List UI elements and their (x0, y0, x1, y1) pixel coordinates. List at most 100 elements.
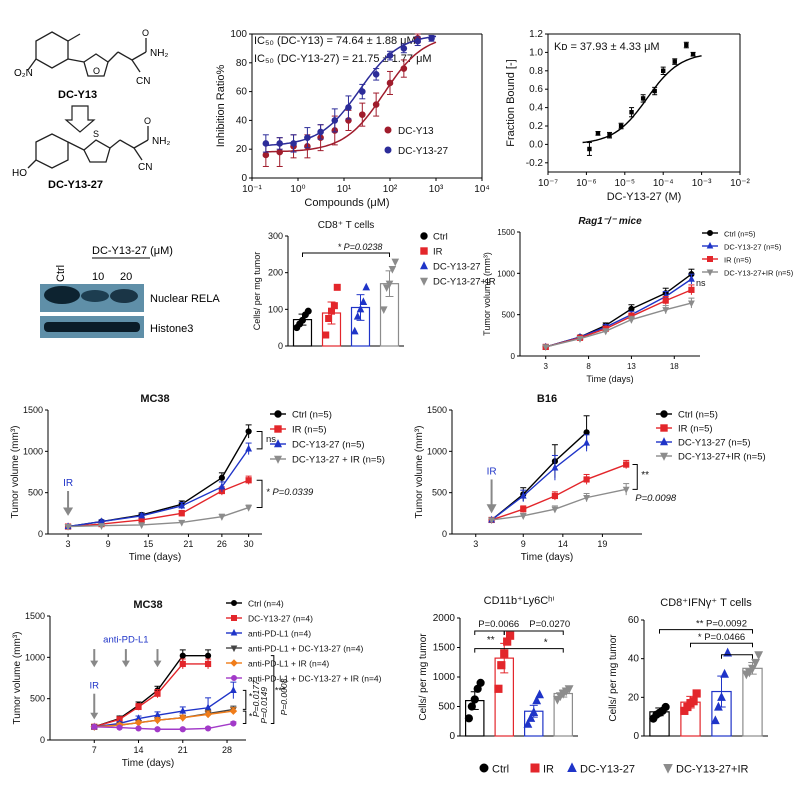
data-point (372, 71, 380, 78)
data-point (754, 651, 764, 661)
legend-label: DC-Y13-27+IR (n=5) (678, 452, 766, 463)
data-point (494, 684, 503, 693)
chem-y1327-carbonyl-o: O (144, 116, 151, 126)
data-point (542, 344, 550, 352)
y-tick-label: 1000 (433, 672, 456, 683)
y-tick-label: 60 (628, 615, 640, 626)
chart-kd: -0.2 0.0 0.2 0.4 0.6 0.8 1.0 1.2 10⁻⁷ 10⁻⁶ 10⁻⁵ 10⁻… (505, 29, 751, 203)
x-tick-label: 10⁻⁶ (576, 178, 597, 189)
data-point (400, 45, 408, 52)
legend-label: DC-Y13-27 (n=4) (248, 614, 313, 624)
significance-label: * P=0.0339 (266, 487, 314, 498)
data-point (497, 661, 506, 670)
arrow-label: anti-PD-L1 (103, 634, 148, 645)
bottom-legend: Ctrl IR DC-Y13-27 DC-Y13-27+IR (479, 762, 749, 776)
bond (67, 58, 85, 63)
series-line (67, 448, 250, 528)
data-point (583, 495, 590, 502)
data-point (488, 517, 495, 525)
data-point (154, 726, 161, 733)
data-point (464, 714, 473, 723)
x-tick-label: 8 (586, 362, 591, 371)
y-tick-label: 500 (432, 488, 447, 498)
chem-name-dc-y13: DC-Y13 (58, 89, 97, 101)
series-0 (488, 415, 590, 524)
data-point (384, 126, 392, 134)
significance-label: * P=0.0238 (338, 242, 383, 252)
data-point (723, 647, 733, 657)
treatment-arrow-head (90, 660, 99, 668)
data-point (299, 316, 306, 324)
data-point (204, 703, 212, 711)
legend-label: DC-Y13-27 (n=5) (678, 438, 751, 449)
chart-title: CD11b⁺Ly6Cʰⁱ (484, 595, 555, 607)
x-tick-label: 9 (106, 539, 111, 549)
x-tick-label: 10³ (429, 184, 444, 195)
data-point (98, 523, 105, 530)
legend-label: DC-Y13-27 (398, 146, 448, 157)
x-tick-label: 10⁻⁷ (538, 178, 558, 189)
y-tick-label: 0 (38, 529, 43, 539)
x-axis-label: Time (days) (122, 758, 174, 769)
x-tick-label: 26 (217, 539, 227, 549)
legend-label: Ctrl (492, 764, 509, 776)
x-tick-label: 10² (383, 184, 398, 195)
chem-panel (27, 31, 147, 77)
y-tick-label: 1000 (23, 446, 43, 456)
chem-name-dc-y13-27: DC-Y13-27 (48, 179, 103, 191)
double-bond (119, 139, 135, 149)
data-point (748, 664, 757, 674)
data-point (661, 68, 666, 73)
legend-label: Ctrl (n=5) (292, 410, 332, 421)
legend-label: DC-Y13-27 (433, 262, 481, 273)
data-point (652, 88, 657, 94)
series-0 (542, 268, 695, 351)
y-tick-label: 20 (236, 144, 248, 155)
significance-label: ns (696, 278, 706, 288)
data-point (231, 675, 237, 681)
series-3 (488, 483, 630, 525)
data-point (154, 690, 161, 697)
data-point (629, 110, 634, 115)
y-tick-label: 0 (442, 529, 447, 539)
legend-label: anti-PD-L1 + DC-Y13-27 (n=4) (248, 644, 363, 654)
chart-title: MC38 (133, 599, 162, 611)
chem-y1327-sub-nh2: NH₂ (152, 136, 170, 147)
data-point (135, 703, 142, 711)
significance-label: * (249, 691, 253, 701)
y-tick-label: 1000 (427, 446, 447, 456)
y-tick-label: 1500 (427, 405, 447, 415)
chart-title: Rag1⁻/⁻ mice (578, 216, 642, 227)
blot-lane-10: 10 (92, 271, 104, 283)
data-point (602, 328, 610, 336)
significance-bracket (242, 689, 247, 710)
y-tick-label: 0.6 (529, 84, 543, 95)
series-0 (91, 649, 212, 730)
y-tick-label: 500 (438, 702, 455, 713)
data-point (692, 689, 701, 698)
data-point (391, 258, 400, 267)
bond (131, 51, 147, 61)
x-tick-label: 3 (543, 362, 548, 371)
data-point (359, 297, 368, 305)
data-point (583, 438, 590, 446)
data-point (717, 692, 726, 701)
y-axis-label: Cells/ per mg tumor (418, 633, 429, 721)
treatment-arrow-head (153, 660, 162, 668)
data-point (179, 726, 186, 733)
bond (107, 51, 119, 63)
x-tick-label: 10⁻³ (692, 178, 712, 189)
data-point (662, 307, 670, 314)
series-3 (90, 705, 237, 731)
y-tick-label: -0.2 (526, 158, 544, 169)
data-point (618, 123, 624, 129)
data-point (345, 104, 352, 111)
series-1 (542, 273, 695, 350)
data-point (304, 134, 311, 141)
blot-band (81, 290, 109, 302)
data-point (230, 645, 238, 653)
data-point (290, 140, 297, 147)
y-tick-label: 100 (268, 304, 283, 314)
bar (742, 667, 763, 737)
